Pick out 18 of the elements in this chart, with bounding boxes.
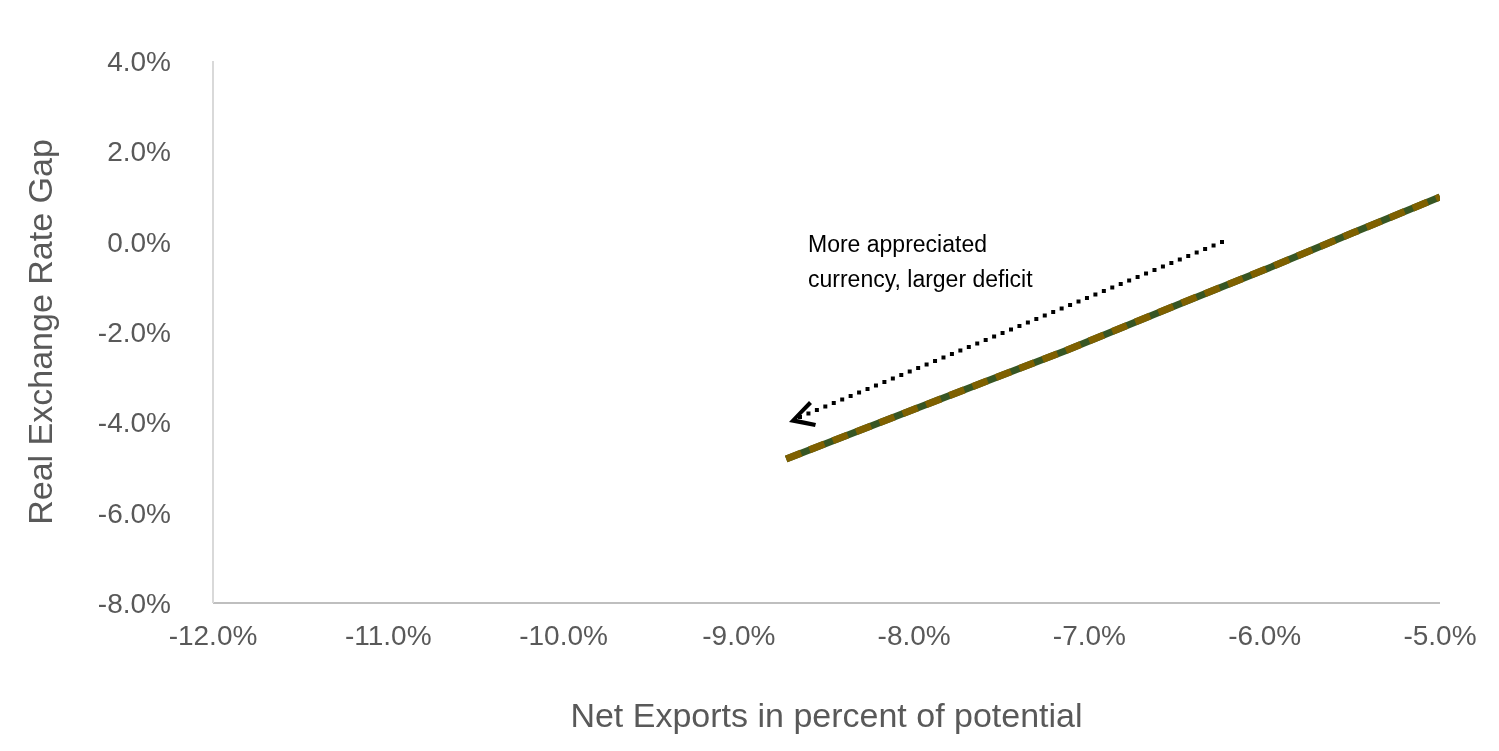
y-tick-label: -4.0%	[97, 407, 171, 439]
x-tick-label: -5.0%	[1403, 619, 1477, 651]
y-tick-label: 2.0%	[107, 136, 171, 168]
x-tick-label: -12.0%	[168, 619, 258, 651]
x-tick-label: -9.0%	[702, 619, 776, 651]
y-tick-label: 4.0%	[107, 45, 171, 77]
y-tick-label: -6.0%	[97, 497, 171, 529]
x-tick-label: -7.0%	[1052, 619, 1127, 651]
y-tick-label: 0.0%	[107, 226, 171, 258]
x-tick-label: -8.0%	[877, 619, 951, 651]
x-tick-label: -6.0%	[1228, 619, 1302, 651]
y-tick-label: -8.0%	[97, 587, 171, 619]
y-axis-title: Real Exchange Rate Gap	[21, 139, 60, 525]
x-axis-title: Net Exports in percent of potential	[570, 696, 1083, 734]
x-tick-label: -11.0%	[344, 619, 432, 651]
annotation: More appreciated currency, larger deficit	[808, 230, 1034, 294]
y-tick-label: -2.0%	[97, 316, 171, 348]
x-tick-label: -10.0%	[519, 619, 608, 651]
